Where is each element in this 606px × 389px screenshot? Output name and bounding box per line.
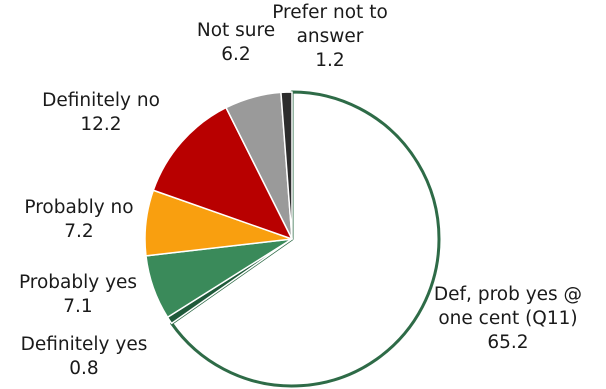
slice-value: 7.1 <box>63 296 92 317</box>
slice-label-prefer-not-to-answer: Prefer not to answer 1.2 <box>272 2 388 71</box>
pie-slice-definitely-no <box>152 106 293 240</box>
slice-label-line: Probably no <box>24 197 133 218</box>
slice-label-line: Prefer not to <box>272 2 388 23</box>
slice-label-not-sure: Not sure 6.2 <box>197 20 275 65</box>
slice-value: 7.2 <box>64 221 93 242</box>
slice-value: 12.2 <box>80 114 121 135</box>
slice-label-definitely-yes: Definitely yes 0.8 <box>21 334 148 379</box>
slice-label-line: answer <box>297 26 364 47</box>
pie-slice-def-prob-yes-one-cent-q11 <box>170 90 441 388</box>
pie-labels: Def, prob yes @ one cent (Q11) 65.2 Definit… <box>19 2 582 379</box>
slice-label-line: Definitely no <box>42 90 160 111</box>
slice-label-probably-no: Probably no 7.2 <box>24 197 133 242</box>
slice-value: 65.2 <box>487 332 528 353</box>
pie-slice-prefer-not-to-answer <box>280 91 293 240</box>
slice-label-probably-yes: Probably yes 7.1 <box>19 272 137 317</box>
slice-label-def-prob-yes-one-cent-q11: Def, prob yes @ one cent (Q11) 65.2 <box>434 284 582 353</box>
slice-label-line: one cent (Q11) <box>438 308 577 329</box>
slice-value: 6.2 <box>221 44 250 65</box>
slice-label-line: Def, prob yes @ <box>434 284 582 305</box>
slice-label-line: Not sure <box>197 20 275 41</box>
slice-label-line: Definitely yes <box>21 334 148 355</box>
slice-value: 1.2 <box>315 50 344 71</box>
pie-slices <box>144 90 441 388</box>
slice-value: 0.8 <box>69 358 98 379</box>
slice-label-definitely-no: Definitely no 12.2 <box>42 90 160 135</box>
slice-label-line: Probably yes <box>19 272 137 293</box>
